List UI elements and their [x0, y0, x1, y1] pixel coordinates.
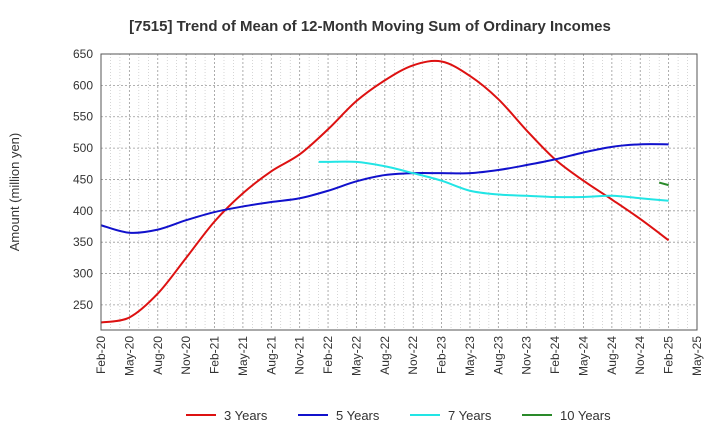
series-line-3-years	[100, 59, 670, 324]
x-tick-label: Nov-24	[633, 336, 647, 375]
series-line-5-years	[100, 143, 669, 234]
y-tick-label: 650	[73, 47, 93, 61]
x-tick-label: May-25	[690, 336, 704, 376]
y-tick-label: 350	[73, 235, 93, 249]
x-tick-label: Aug-20	[151, 336, 165, 375]
legend-label-5-years: 5 Years	[336, 408, 380, 423]
x-tick-label: May-21	[236, 336, 250, 376]
y-tick-label: 300	[73, 267, 93, 281]
series-line-10-years	[658, 181, 669, 187]
plot-frame	[100, 53, 698, 331]
chart-title: [7515] Trend of Mean of 12-Month Moving …	[129, 18, 611, 35]
legend: 3 Years 5 Years 7 Years 10 Years	[186, 408, 611, 423]
x-tick-label: Aug-23	[491, 336, 505, 375]
x-tick-label: Nov-20	[179, 336, 193, 375]
x-tick-label: Feb-25	[662, 336, 676, 374]
x-tick-label: May-23	[463, 336, 477, 376]
y-axis-label: Amount (million yen)	[7, 133, 22, 252]
x-tick-label: Feb-20	[94, 336, 108, 374]
y-tick-label: 500	[73, 141, 93, 155]
x-tick-label: May-24	[576, 336, 590, 376]
y-tick-label: 550	[73, 110, 93, 124]
x-tick-label: May-22	[349, 336, 363, 376]
x-tick-label: Feb-23	[435, 336, 449, 374]
x-tick-label: Aug-22	[378, 336, 392, 375]
series-line-7-years	[318, 160, 669, 202]
x-tick-label: Feb-22	[321, 336, 335, 374]
legend-label-10-years: 10 Years	[560, 408, 611, 423]
x-tick-label: Nov-22	[406, 336, 420, 375]
x-tick-label: Nov-21	[293, 336, 307, 375]
y-ticks: 250 300 350 400 450 500 550 600 650	[73, 47, 93, 312]
x-tick-label: Feb-21	[208, 336, 222, 374]
series-lines	[100, 59, 670, 324]
grid	[100, 53, 698, 330]
x-tick-label: Aug-21	[264, 336, 278, 375]
x-tick-label: May-20	[122, 336, 136, 376]
x-tick-label: Nov-23	[520, 336, 534, 375]
legend-label-7-years: 7 Years	[448, 408, 492, 423]
x-ticks: Feb-20 May-20 Aug-20 Nov-20 Feb-21 May-21 Aug-…	[94, 336, 704, 376]
x-tick-label: Aug-24	[605, 336, 619, 375]
y-tick-label: 600	[73, 78, 93, 92]
y-tick-label: 400	[73, 204, 93, 218]
legend-label-3-years: 3 Years	[224, 408, 268, 423]
x-tick-label: Feb-24	[548, 336, 562, 374]
y-tick-label: 250	[73, 298, 93, 312]
y-tick-label: 450	[73, 172, 93, 186]
